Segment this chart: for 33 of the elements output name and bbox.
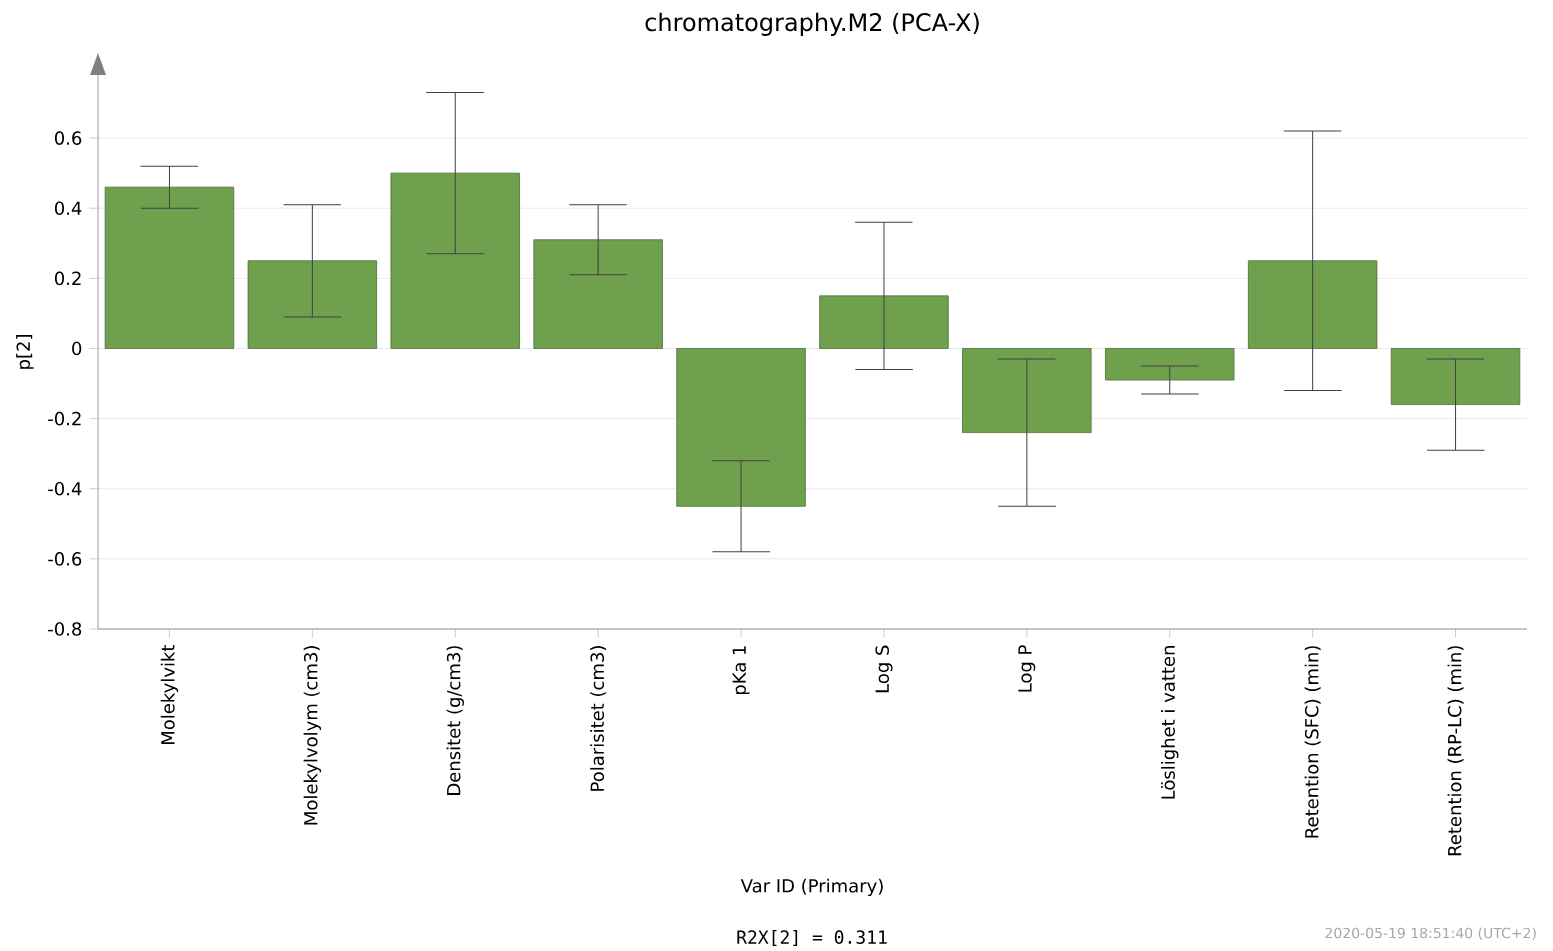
x-tick-label: pKa 1 <box>732 646 750 695</box>
y-tick-label: 0.2 <box>54 271 81 286</box>
y-tick-label: 0.6 <box>54 131 82 145</box>
bar <box>1105 348 1235 381</box>
bar <box>533 239 663 349</box>
x-tick-label: Log S <box>875 645 893 693</box>
bar <box>390 172 520 349</box>
x-tick-label: Molekylvikt <box>160 645 179 745</box>
y-tick-label: -0.2 <box>48 411 81 426</box>
y-tick-label: -0.6 <box>48 552 82 566</box>
x-axis-title: Var ID (Primary) <box>740 878 883 897</box>
x-tick-label: Retention (RP-LC) (min) <box>1447 646 1464 856</box>
bar <box>1247 260 1378 349</box>
x-tick-label: Löslighet i vatten <box>1161 646 1179 799</box>
bar <box>819 295 949 349</box>
x-tick-label: Densitet (g/cm3) <box>446 646 464 795</box>
text: 2020-05-19 18:51:40 (UTC+2) <box>1325 927 1536 940</box>
bar <box>1390 348 1521 405</box>
x-tick-label: Log P <box>1018 645 1036 692</box>
chart-title: chromatography.M2 (PCA-X) <box>645 12 979 36</box>
bar <box>676 348 806 507</box>
bar <box>247 260 378 349</box>
y-tick-label: 0 <box>72 341 82 356</box>
y-tick-label: -0.8 <box>48 622 82 636</box>
bar <box>962 348 1092 434</box>
y-tick-label: -0.4 <box>48 481 82 496</box>
y-axis-title: p[2] <box>16 335 34 369</box>
x-tick-label: Molekylvolym (cm3) <box>303 646 322 825</box>
x-tick-label: Polarisitet (cm3) <box>590 646 607 791</box>
bar <box>104 186 235 349</box>
y-tick-label: 0.4 <box>54 201 82 216</box>
x-tick-label: Retention (SFC) (min) <box>1304 646 1321 838</box>
text: R2X[2] = 0.311 <box>737 930 887 947</box>
